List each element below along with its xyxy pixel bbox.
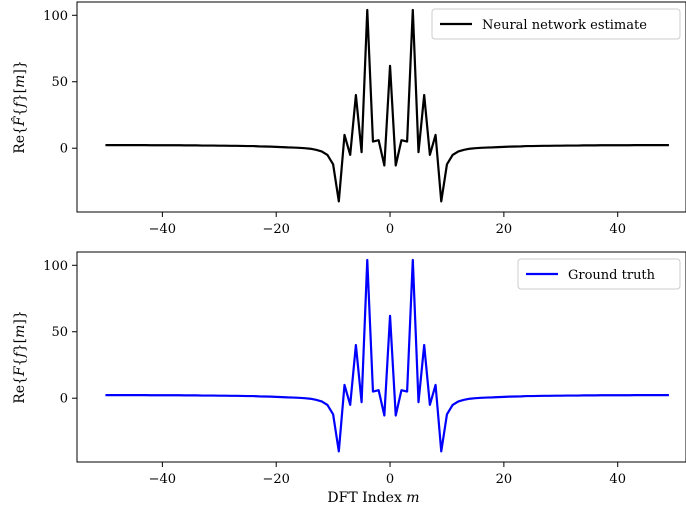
legend-box xyxy=(431,8,681,40)
x-axis-label: DFT Index m xyxy=(327,490,419,506)
x-tick-label: 20 xyxy=(496,472,513,487)
x-tick-label: −40 xyxy=(149,472,176,487)
legend-label: Neural network estimate xyxy=(482,18,647,33)
y-tick-label: 50 xyxy=(51,325,68,340)
legend-1: Neural network estimate xyxy=(431,8,681,40)
legend-2: Ground truth xyxy=(517,258,681,290)
x-tick-label: 20 xyxy=(496,222,513,237)
x-tick-label: −40 xyxy=(149,222,176,237)
axes-frame xyxy=(76,251,686,463)
y-tick-label: 50 xyxy=(51,75,68,90)
x-tick-label: 40 xyxy=(609,472,626,487)
x-tick-label: −20 xyxy=(262,222,289,237)
x-tick-label: 40 xyxy=(609,222,626,237)
x-tick-label: 0 xyxy=(386,472,394,487)
subplot-2: −40 −20 0 20 40 0 50 100 Re{F{f}[m]} DFT Index m G… xyxy=(12,251,686,506)
x-tick-label: −20 xyxy=(262,472,289,487)
series-line-2-1 xyxy=(105,258,669,453)
y-tick-label: 100 xyxy=(43,259,68,274)
y-axis-label-2: Re{F{f}[m]} xyxy=(12,310,28,404)
legend-label: Ground truth xyxy=(568,268,656,283)
series-line-1-1 xyxy=(105,8,669,203)
y-tick-label: 0 xyxy=(60,142,68,157)
subplot-1: −40 −20 0 20 40 0 50 100 Re{F̂{f}[m]} Neural netw… xyxy=(10,1,686,237)
y-tick-label: 0 xyxy=(60,392,68,407)
x-tick-label: 0 xyxy=(386,222,394,237)
legend-box xyxy=(517,258,681,290)
y-axis-label-1: Re{F̂{f}[m]} xyxy=(10,60,28,154)
y-tick-label: 100 xyxy=(43,9,68,24)
axes-frame xyxy=(76,1,686,213)
